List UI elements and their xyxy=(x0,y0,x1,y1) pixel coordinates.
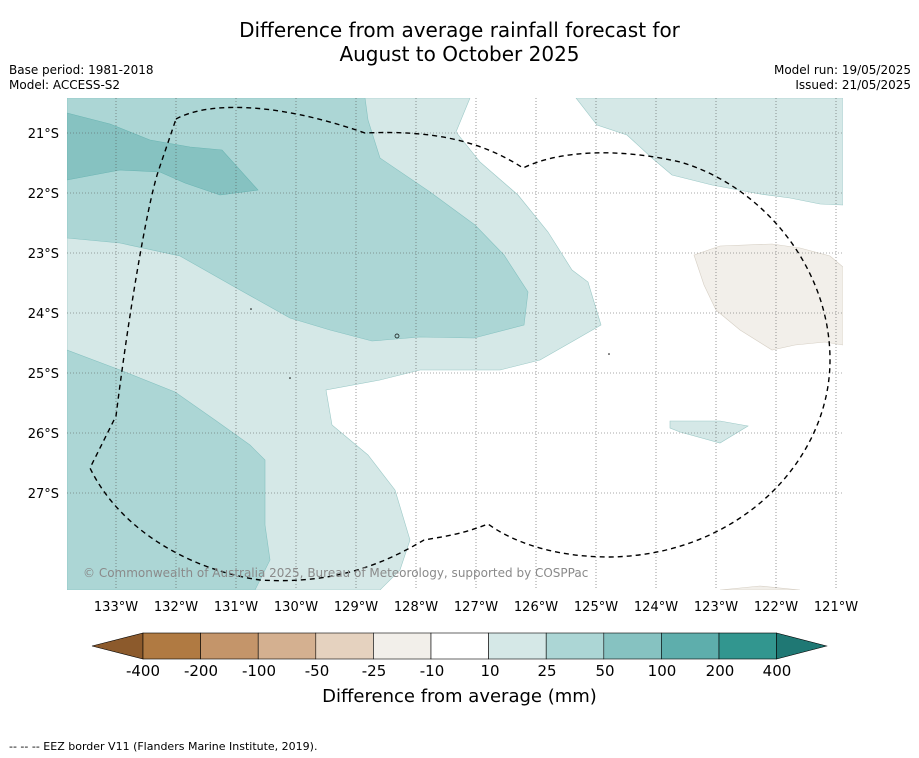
colorbar-segment xyxy=(315,632,374,660)
lon-label: 125°W xyxy=(574,600,618,615)
latitude-labels: 21°S 22°S 23°S 24°S 25°S 26°S 27°S xyxy=(28,127,59,502)
lat-label: 26°S xyxy=(28,427,59,442)
colorbar-tick-label: 400 xyxy=(763,662,792,680)
colorbar xyxy=(91,632,828,660)
lon-label: 133°W xyxy=(94,600,138,615)
region-50-to-100 xyxy=(67,112,259,196)
eez-footnote: -- -- -- EEZ border V11 (Flanders Marine… xyxy=(9,740,318,753)
colorbar-tick-label: 10 xyxy=(480,662,499,680)
colorbar-segment xyxy=(488,632,547,660)
colorbar-tick-label: -10 xyxy=(420,662,445,680)
colorbar-segment xyxy=(718,632,777,660)
lon-label: 131°W xyxy=(214,600,258,615)
lon-label: 128°W xyxy=(394,600,438,615)
region-10-to-25-northeast xyxy=(575,98,843,206)
colorbar-tick-label: 50 xyxy=(595,662,614,680)
region-dry-sliver xyxy=(719,585,801,590)
lat-label: 21°S xyxy=(28,127,59,142)
lat-label: 24°S xyxy=(28,307,59,322)
region-minus-10-to-minus-25 xyxy=(693,243,843,351)
lon-label: 132°W xyxy=(154,600,198,615)
colorbar-tick-label: -25 xyxy=(362,662,387,680)
metadata-right: Model run: 19/05/2025 Issued: 21/05/2025 xyxy=(774,63,911,93)
copyright-text: © Commonwealth of Australia 2025, Bureau… xyxy=(83,566,588,580)
metadata-left: Base period: 1981-2018 Model: ACCESS-S2 xyxy=(9,63,154,93)
rainfall-anomaly-layer xyxy=(67,98,843,590)
lon-label: 130°W xyxy=(274,600,318,615)
colorbar-tick-label: -200 xyxy=(184,662,218,680)
colorbar-extend-low xyxy=(91,632,144,660)
colorbar-title: Difference from average (mm) xyxy=(322,686,597,707)
colorbar-tick-label: 100 xyxy=(648,662,677,680)
lat-label: 27°S xyxy=(28,487,59,502)
base-period-text: Base period: 1981-2018 xyxy=(9,63,154,77)
colorbar-tick-label: -400 xyxy=(126,662,160,680)
colorbar-tick-label: -50 xyxy=(305,662,330,680)
colorbar-segment xyxy=(545,632,605,660)
colorbar-tick-label: 25 xyxy=(537,662,556,680)
colorbar-segment xyxy=(257,632,317,660)
lat-label: 25°S xyxy=(28,367,59,382)
lat-label: 23°S xyxy=(28,247,59,262)
colorbar-segment xyxy=(430,632,489,660)
longitude-labels: 133°W 132°W 131°W 130°W 129°W 128°W 127°… xyxy=(94,600,858,615)
title-line-1: Difference from average rainfall forecas… xyxy=(239,18,680,42)
island-markers xyxy=(250,308,610,379)
forecast-map: © Commonwealth of Australia 2025, Bureau… xyxy=(28,98,858,680)
model-text: Model: ACCESS-S2 xyxy=(9,78,121,92)
region-25-to-50-south xyxy=(67,349,271,590)
lon-label: 121°W xyxy=(814,600,858,615)
colorbar-segment xyxy=(373,632,432,660)
colorbar-tick-labels: -400 -200 -100 -50 -25 -10 10 25 50 100 … xyxy=(126,662,791,680)
colorbar-segment xyxy=(200,632,259,660)
colorbar-segment xyxy=(661,632,720,660)
colorbar-tick-label: -100 xyxy=(242,662,276,680)
lon-label: 123°W xyxy=(694,600,738,615)
region-10-to-25-patch xyxy=(669,420,749,444)
colorbar-tick-label: 200 xyxy=(706,662,735,680)
model-run-text: Model run: 19/05/2025 xyxy=(773,63,911,77)
lon-label: 127°W xyxy=(454,600,498,615)
lat-label: 22°S xyxy=(28,187,59,202)
colorbar-segment xyxy=(603,632,662,660)
title-line-2: August to October 2025 xyxy=(339,42,580,66)
lon-label: 122°W xyxy=(754,600,798,615)
colorbar-segment xyxy=(142,632,201,660)
lon-label: 129°W xyxy=(334,600,378,615)
eez-border xyxy=(89,106,831,582)
gridlines xyxy=(67,98,843,590)
map-title: Difference from average rainfall forecas… xyxy=(0,18,919,66)
lon-label: 124°W xyxy=(634,600,678,615)
issued-text: Issued: 21/05/2025 xyxy=(795,78,911,92)
lon-label: 126°W xyxy=(514,600,558,615)
colorbar-extend-high xyxy=(776,632,828,660)
